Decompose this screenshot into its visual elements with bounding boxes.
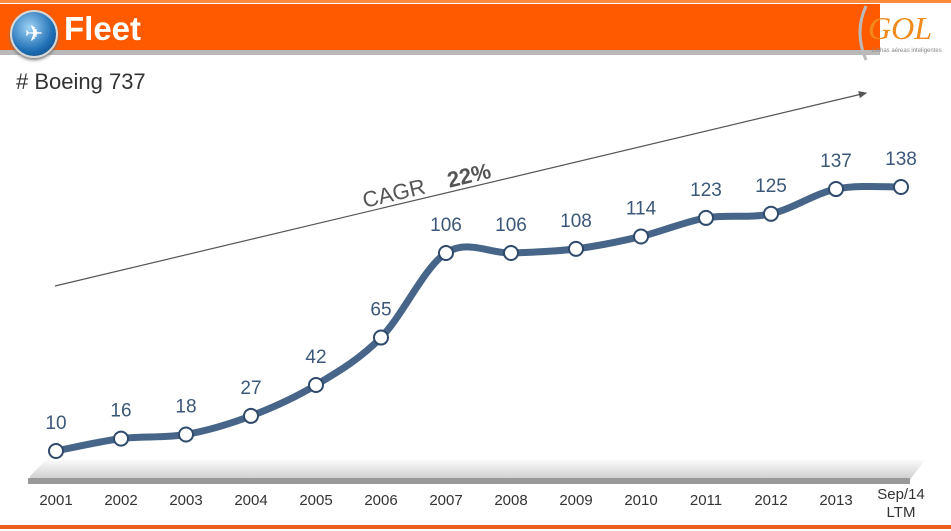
data-label: 123	[690, 180, 722, 201]
gol-logo: GOL	[868, 10, 933, 46]
chart-subtitle: # Boeing 737	[16, 69, 146, 94]
data-label: 108	[560, 211, 592, 232]
x-tick-label: 2010	[624, 492, 657, 509]
cagr-value: 22%	[445, 158, 494, 193]
cagr-label: CAGR	[360, 174, 428, 213]
page-title: Fleet	[64, 10, 142, 47]
x-tick-label: 2008	[494, 492, 527, 509]
chart-floor	[30, 460, 925, 482]
data-label: 65	[370, 300, 391, 321]
data-point	[178, 426, 194, 443]
data-point	[438, 244, 454, 261]
header-bar: ✈ Fleet	[0, 4, 880, 58]
series-line	[52, 182, 905, 455]
x-tick-label: 2011	[690, 492, 722, 509]
data-label: 125	[755, 176, 787, 197]
data-label: 18	[175, 396, 196, 417]
data-point	[373, 329, 389, 346]
data-point	[633, 228, 649, 245]
header-top-strip	[0, 0, 951, 3]
data-label: 106	[495, 215, 527, 236]
data-point	[503, 244, 519, 261]
data-label: 42	[305, 347, 326, 368]
footer-line	[0, 525, 951, 529]
data-point	[113, 430, 129, 447]
x-tick-label: 2009	[559, 492, 592, 509]
data-point	[893, 178, 909, 195]
x-tick-label: 2012	[754, 492, 787, 509]
x-tick-label: 2004	[234, 492, 267, 509]
data-point	[828, 181, 844, 198]
x-tick-label: 2013	[819, 492, 852, 509]
data-label: 137	[820, 151, 852, 172]
data-point	[48, 442, 64, 459]
data-label: 16	[110, 401, 131, 422]
x-tick-label: 2005	[299, 492, 332, 509]
data-label: 138	[885, 149, 917, 170]
data-label: 114	[626, 198, 657, 219]
x-tick-label: 2001	[39, 492, 72, 509]
data-label: 10	[45, 413, 66, 434]
x-tick-label: LTM	[887, 504, 916, 521]
cagr-arrow	[54, 91, 868, 287]
chart-floor-edge	[28, 478, 910, 484]
data-point	[243, 407, 259, 424]
x-tick-label: 2002	[104, 492, 137, 509]
x-tick-label: 2003	[169, 492, 202, 509]
gol-logo-swoosh	[858, 5, 868, 61]
data-point	[308, 376, 324, 393]
data-label: 27	[240, 378, 261, 399]
x-tick-label: Sep/14	[877, 486, 925, 503]
data-point	[698, 209, 714, 226]
airplane-icon: ✈	[10, 10, 58, 58]
x-tick-label: 2006	[364, 492, 397, 509]
data-point	[568, 240, 584, 257]
x-tick-label: 2007	[429, 492, 462, 509]
logo-tagline: Linhas aéreas inteligentes	[872, 48, 942, 54]
data-label: 106	[430, 215, 462, 236]
data-point	[763, 205, 779, 222]
